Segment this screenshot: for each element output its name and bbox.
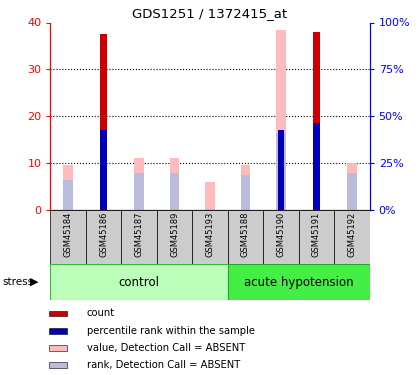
Bar	[313, 32, 320, 210]
Bar	[278, 130, 284, 210]
Text: acute hypotension: acute hypotension	[244, 276, 354, 289]
Text: GSM45193: GSM45193	[205, 211, 215, 257]
Text: count: count	[87, 309, 115, 318]
Bar	[313, 123, 320, 210]
Bar	[63, 165, 73, 210]
Text: GSM45190: GSM45190	[276, 211, 286, 257]
Bar	[241, 175, 250, 210]
Bar	[170, 158, 179, 210]
Bar	[241, 165, 250, 210]
Text: GSM45186: GSM45186	[99, 211, 108, 257]
Bar	[276, 133, 286, 210]
Bar	[50, 264, 228, 300]
Bar	[121, 210, 157, 264]
Bar	[347, 172, 357, 210]
Bar	[205, 182, 215, 210]
Bar	[49, 345, 68, 351]
Bar	[157, 210, 192, 264]
Bar	[134, 172, 144, 210]
Text: percentile rank within the sample: percentile rank within the sample	[87, 326, 255, 336]
Text: rank, Detection Call = ABSENT: rank, Detection Call = ABSENT	[87, 360, 240, 370]
Bar	[263, 210, 299, 264]
Bar	[299, 210, 334, 264]
Bar	[228, 264, 370, 300]
Text: GSM45187: GSM45187	[134, 211, 144, 257]
Text: GSM45191: GSM45191	[312, 211, 321, 257]
Text: GSM45188: GSM45188	[241, 211, 250, 257]
Bar	[100, 34, 107, 210]
Bar	[49, 310, 68, 316]
Text: GSM45192: GSM45192	[347, 211, 356, 257]
Text: ▶: ▶	[30, 277, 39, 287]
Text: value, Detection Call = ABSENT: value, Detection Call = ABSENT	[87, 343, 245, 352]
Bar	[192, 210, 228, 264]
Bar	[49, 362, 68, 368]
Bar	[170, 172, 179, 210]
Text: control: control	[118, 276, 160, 289]
Bar	[334, 210, 370, 264]
Bar	[50, 210, 86, 264]
Text: stress: stress	[2, 277, 33, 287]
Bar	[228, 210, 263, 264]
Text: GSM45184: GSM45184	[64, 211, 73, 257]
Title: GDS1251 / 1372415_at: GDS1251 / 1372415_at	[132, 7, 288, 20]
Text: GSM45189: GSM45189	[170, 211, 179, 257]
Bar	[100, 130, 107, 210]
Bar	[347, 163, 357, 210]
Bar	[86, 210, 121, 264]
Bar	[63, 180, 73, 210]
Bar	[134, 158, 144, 210]
Bar	[49, 328, 68, 333]
Bar	[276, 30, 286, 210]
